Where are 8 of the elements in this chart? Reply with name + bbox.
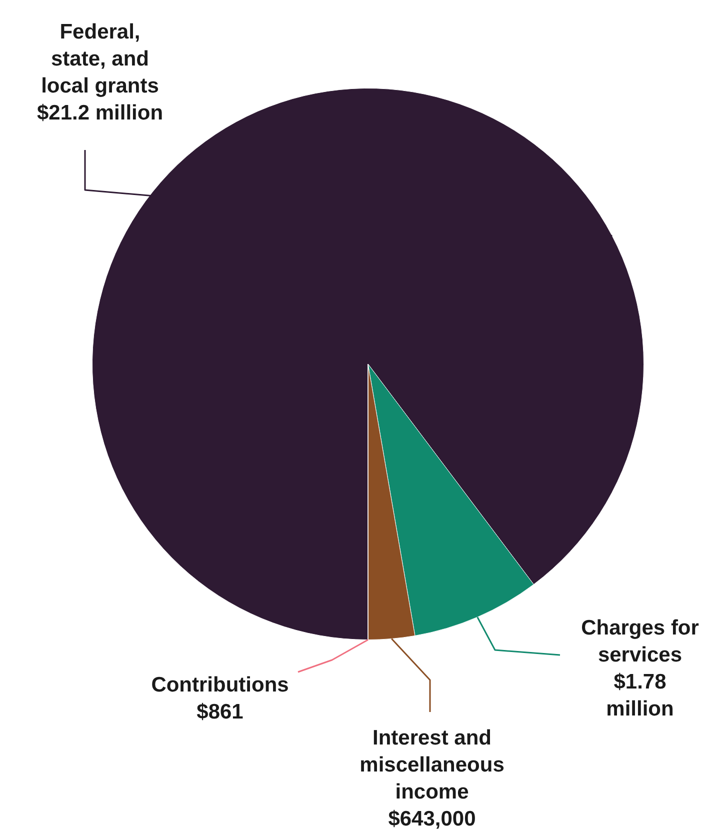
data-label: $21.2 million — [36, 101, 164, 124]
slice-label: Contributions — [151, 673, 289, 696]
slice-label: Charges for services — [581, 616, 699, 666]
data-label: $1.78 million — [606, 670, 674, 720]
data-label: $861 — [196, 700, 244, 724]
slice-label: Interest and miscellaneous income — [360, 726, 504, 804]
slice-label: Federal, state, and local grants — [41, 20, 159, 98]
data-label: $643,000 — [388, 807, 476, 830]
